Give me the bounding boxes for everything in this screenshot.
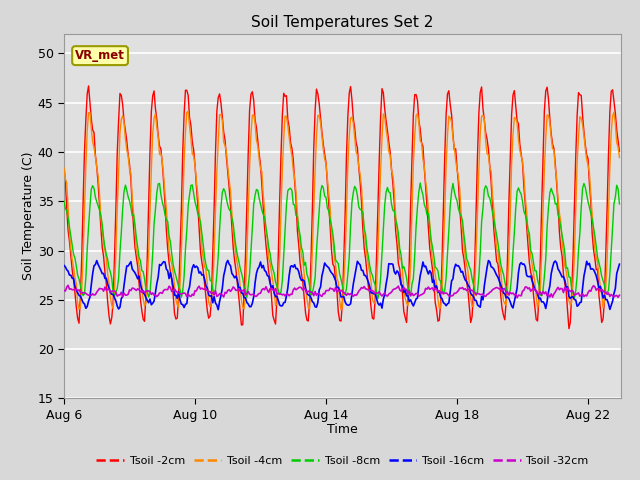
X-axis label: Time: Time: [327, 423, 358, 436]
Legend: Tsoil -2cm, Tsoil -4cm, Tsoil -8cm, Tsoil -16cm, Tsoil -32cm: Tsoil -2cm, Tsoil -4cm, Tsoil -8cm, Tsoi…: [92, 451, 593, 470]
Y-axis label: Soil Temperature (C): Soil Temperature (C): [22, 152, 35, 280]
Title: Soil Temperatures Set 2: Soil Temperatures Set 2: [252, 15, 433, 30]
Text: VR_met: VR_met: [75, 49, 125, 62]
